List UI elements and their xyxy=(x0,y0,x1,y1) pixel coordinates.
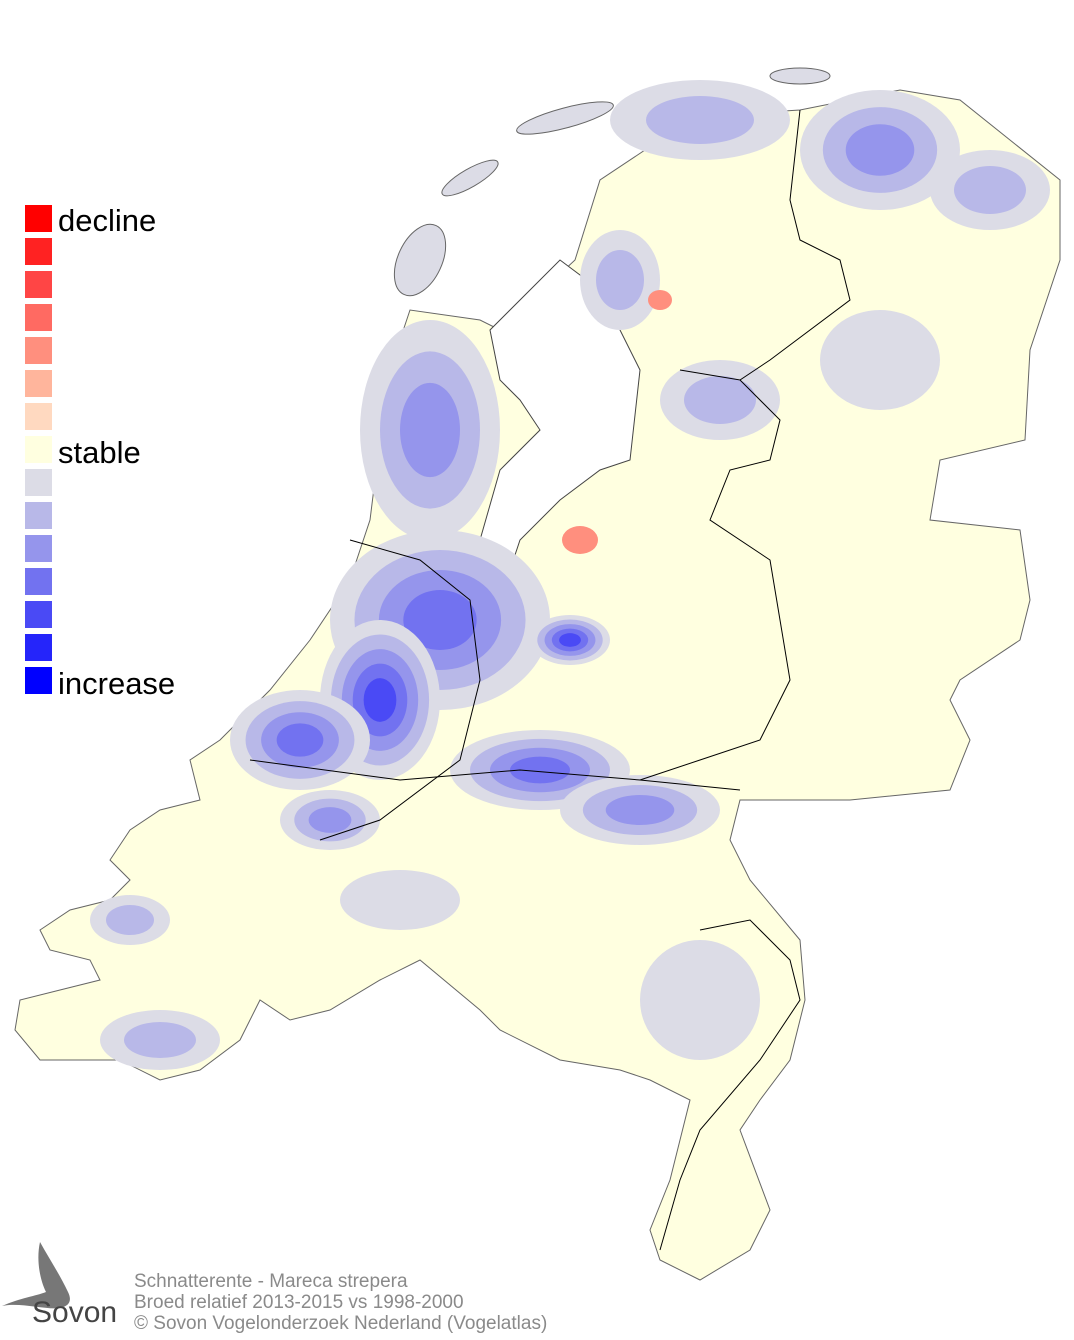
legend-swatch xyxy=(25,403,52,430)
trend-contour xyxy=(640,940,760,1060)
trend-contour xyxy=(684,376,756,424)
trend-contour xyxy=(340,870,460,930)
trend-contour xyxy=(403,590,477,650)
trend-contours xyxy=(90,80,1050,1070)
legend-swatch xyxy=(25,238,52,265)
legend-swatch xyxy=(25,601,52,628)
trend-contour xyxy=(845,124,915,176)
legend-swatch xyxy=(25,634,52,661)
netherlands-land xyxy=(14,89,1061,1281)
legend-swatch xyxy=(25,205,52,232)
period-line: Broed relatief 2013-2015 vs 1998-2000 xyxy=(134,1292,464,1313)
legend-swatch xyxy=(25,568,52,595)
trend-contour xyxy=(400,382,460,478)
legend-swatch xyxy=(25,535,52,562)
species-line: Schnatterente - Mareca strepera xyxy=(134,1271,408,1292)
legend-swatch xyxy=(25,667,52,694)
trend-contour xyxy=(820,310,940,410)
trend-contour xyxy=(276,723,324,757)
legend-label-decline: decline xyxy=(58,203,157,238)
legend-swatch xyxy=(25,502,52,529)
swallow-icon xyxy=(2,1242,70,1309)
sovon-logo-text: Sovon xyxy=(32,1296,118,1329)
legend-label-stable: stable xyxy=(58,435,141,470)
province-borders xyxy=(249,109,851,1251)
trend-contour xyxy=(954,166,1026,214)
trend-contour xyxy=(559,633,581,647)
trend-contour xyxy=(510,756,570,784)
legend-swatch xyxy=(25,337,52,364)
decline-contour xyxy=(648,290,672,310)
trend-contour xyxy=(646,96,754,144)
legend-swatch xyxy=(25,436,52,463)
trend-contour xyxy=(363,678,397,722)
decline-contour xyxy=(562,526,598,554)
trend-contour xyxy=(596,250,644,310)
trend-contour xyxy=(106,905,154,935)
map-caption: Schnatterente - Mareca strepera Broed re… xyxy=(134,1271,547,1334)
legend-swatch xyxy=(25,370,52,397)
copyright-line: © Sovon Vogelonderzoek Nederland (Vogela… xyxy=(134,1313,548,1334)
legend-swatch xyxy=(25,469,52,496)
legend-swatch xyxy=(25,271,52,298)
trend-contour xyxy=(308,807,352,833)
trend-contour xyxy=(124,1022,196,1058)
trend-contour xyxy=(605,795,675,825)
legend-label-increase: increase xyxy=(58,666,176,701)
legend-swatch xyxy=(25,304,52,331)
